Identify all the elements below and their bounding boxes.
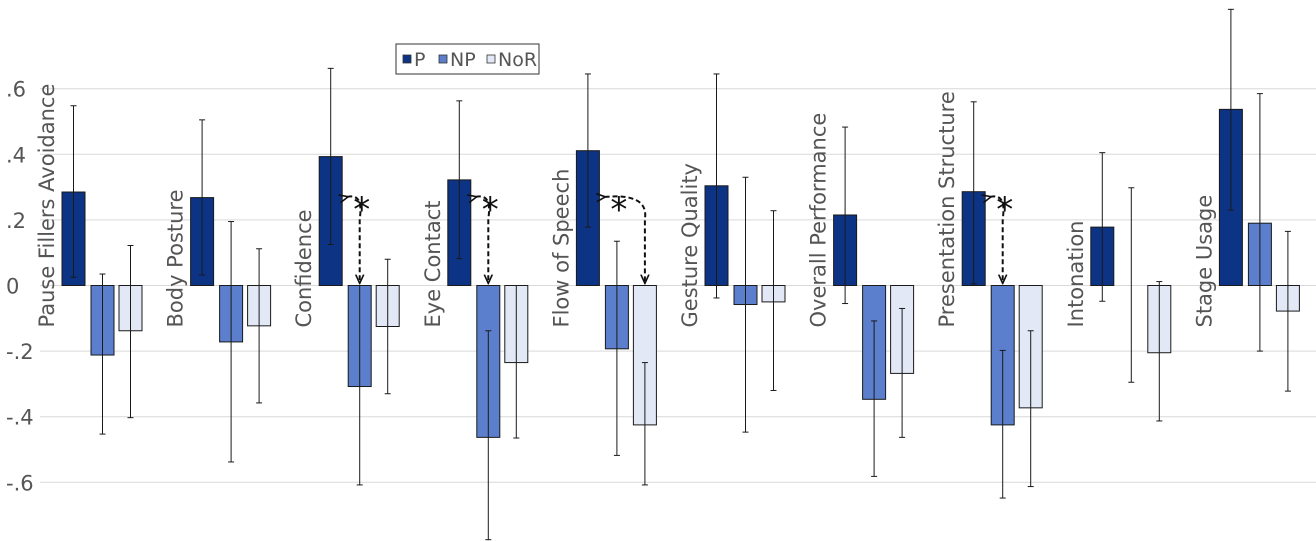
category-label-intonation: Intonation xyxy=(1064,221,1088,328)
category-label-eye-contact: Eye Contact xyxy=(421,201,445,328)
legend-swatch-nor xyxy=(486,54,496,64)
significance-confidence: * xyxy=(347,190,370,283)
y-tick-label: 0 xyxy=(6,275,19,299)
legend-swatch-p xyxy=(402,54,412,64)
legend-box xyxy=(395,43,540,75)
legend-label-p: P xyxy=(414,49,425,71)
y-tick-label: -.6 xyxy=(6,471,34,495)
significance-presentation-structure: * xyxy=(990,190,1013,283)
category-label-confidence: Confidence xyxy=(292,209,316,327)
category-label-stage-usage: Stage Usage xyxy=(1192,195,1216,328)
y-tick-label: -.2 xyxy=(6,340,34,364)
legend-label-np: NP xyxy=(450,49,476,71)
significance-flow-of-speech: * xyxy=(604,190,645,283)
legend-label-nor: NoR xyxy=(498,49,537,71)
legend-swatch-np xyxy=(438,54,448,64)
legend: P NP NoR xyxy=(395,43,540,75)
significance-star: * xyxy=(353,190,370,230)
category-label-overall-performance: Overall Performance xyxy=(807,113,831,328)
category-label-flow-of-speech: Flow of Speech xyxy=(549,169,573,328)
category-label-gesture-quality: Gesture Quality xyxy=(678,163,702,327)
category-label-body-posture: Body Posture xyxy=(164,189,188,327)
significance-arrow xyxy=(990,196,1003,282)
y-tick-label: .4 xyxy=(6,143,26,167)
category-labels: Pause Fillers Avoidance Body Posture Confi… xyxy=(35,84,1216,328)
significance-star: * xyxy=(996,190,1013,230)
significance-arrow xyxy=(604,196,645,282)
y-tick-label: -.4 xyxy=(6,406,34,430)
significance-arrow xyxy=(476,196,489,282)
category-label-presentation-structure: Presentation Structure xyxy=(935,91,959,327)
significance-star: * xyxy=(482,190,499,230)
bars xyxy=(61,8,1300,541)
significance-star: * xyxy=(610,190,627,230)
category-label-pause-fillers-avoidance: Pause Fillers Avoidance xyxy=(35,84,59,328)
y-tick-label: .2 xyxy=(6,209,26,233)
y-axis-ticks: .6 .4 .2 0 -.2 -.4 -.6 xyxy=(6,78,34,496)
y-tick-label: .6 xyxy=(6,78,26,102)
significance-annotations: * * * * xyxy=(347,190,1013,283)
significance-eye-contact: * xyxy=(476,190,499,283)
significance-arrow xyxy=(347,196,360,282)
